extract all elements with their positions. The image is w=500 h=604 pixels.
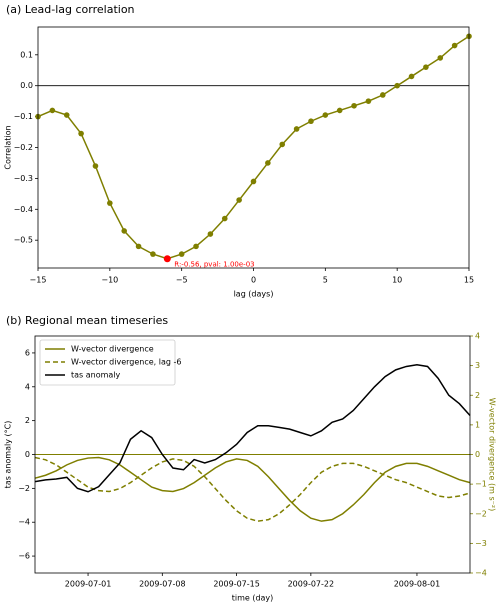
data-point [279, 141, 286, 148]
panel-title: (a) Lead-lag correlation [6, 3, 135, 16]
data-point [63, 112, 70, 118]
data-point [380, 92, 386, 98]
y2-tick-label: 3 [475, 361, 480, 370]
y-tick-label: −6 [18, 552, 30, 561]
x-tick-label: −5 [176, 276, 188, 285]
x-tick-label: 5 [323, 276, 328, 285]
y-tick-label: −0.4 [14, 205, 33, 214]
data-point [451, 42, 458, 49]
y-tick-label: 2 [25, 416, 30, 425]
series-line [34, 456, 471, 522]
data-point [236, 197, 242, 203]
legend-label: W-vector divergence, lag -6 [71, 358, 181, 367]
data-point [293, 126, 300, 132]
x-tick-label: 0 [251, 276, 256, 285]
y-tick-label: −0.3 [14, 174, 33, 183]
series-line [34, 364, 471, 493]
y2-tick-label: −2 [475, 509, 487, 518]
data-point [308, 118, 314, 125]
y-tick-label: −0.1 [14, 112, 33, 121]
legend-label: W-vector divergence [71, 345, 154, 354]
x-tick-label: 15 [464, 276, 474, 285]
data-point [322, 112, 329, 118]
highlight-point [163, 255, 171, 263]
data-point [221, 215, 228, 222]
x-tick-label: 2009-07-15 [213, 580, 260, 589]
x-axis-label: lag (days) [234, 290, 274, 299]
y-tick-label: 0.1 [20, 50, 33, 59]
y2-axis-label: W-vector divergence (m s⁻²) [488, 398, 497, 511]
plot-frame [34, 335, 471, 574]
y-tick-label: −0.5 [14, 236, 33, 245]
highlight-label: R:-0.56, pval: 1.00e-03 [174, 261, 254, 269]
data-point [423, 64, 429, 70]
y-tick-label: −2 [18, 484, 30, 493]
data-point [394, 82, 400, 89]
data-point [78, 130, 84, 137]
y2-tick-label: −4 [475, 569, 487, 578]
data-point [49, 107, 56, 114]
legend-label: tas anomaly [71, 371, 121, 380]
x-tick-label: 10 [392, 276, 402, 285]
panel-title: (b) Regional mean timeseries [6, 314, 168, 327]
data-point [250, 178, 257, 185]
y-axis-label: Correlation [4, 125, 13, 169]
data-point [178, 251, 185, 257]
data-point [107, 200, 113, 206]
y-tick-label: 4 [25, 382, 30, 391]
y2-tick-label: 0 [475, 450, 480, 459]
y2-tick-label: 4 [475, 332, 480, 341]
y-tick-label: −0.2 [14, 143, 33, 152]
y2-tick-label: 2 [475, 391, 480, 400]
y-tick-label: −4 [18, 518, 30, 527]
x-tick-label: 2009-07-08 [139, 580, 186, 589]
x-tick-label: −10 [101, 276, 118, 285]
data-point [265, 160, 271, 166]
data-point [336, 107, 343, 114]
data-point [207, 231, 214, 237]
data-point [121, 228, 127, 234]
x-tick-label: 2009-07-22 [288, 580, 335, 589]
y2-tick-label: 1 [475, 420, 480, 429]
x-tick-label: 2009-07-01 [65, 580, 112, 589]
data-point [408, 73, 415, 80]
y2-tick-label: −1 [475, 480, 487, 489]
y2-tick-label: −3 [475, 539, 487, 548]
series-line [37, 35, 470, 260]
legend-box [39, 339, 176, 386]
y-tick-label: 0 [25, 450, 30, 459]
data-point [150, 251, 156, 257]
x-axis-label: time (day) [232, 594, 274, 603]
data-point [437, 55, 444, 61]
data-point [92, 163, 99, 169]
x-tick-label: 2009-08-01 [394, 580, 441, 589]
data-point [135, 243, 142, 250]
y-tick-label: 0.0 [20, 81, 33, 90]
data-point [193, 243, 199, 250]
data-point [351, 102, 357, 109]
y-tick-label: 6 [25, 348, 30, 357]
plot-frame [37, 26, 470, 269]
y-axis-label: tas anomaly (°C) [4, 421, 13, 489]
x-tick-label: −15 [30, 276, 47, 285]
series-line [34, 456, 471, 522]
data-point [365, 98, 372, 104]
